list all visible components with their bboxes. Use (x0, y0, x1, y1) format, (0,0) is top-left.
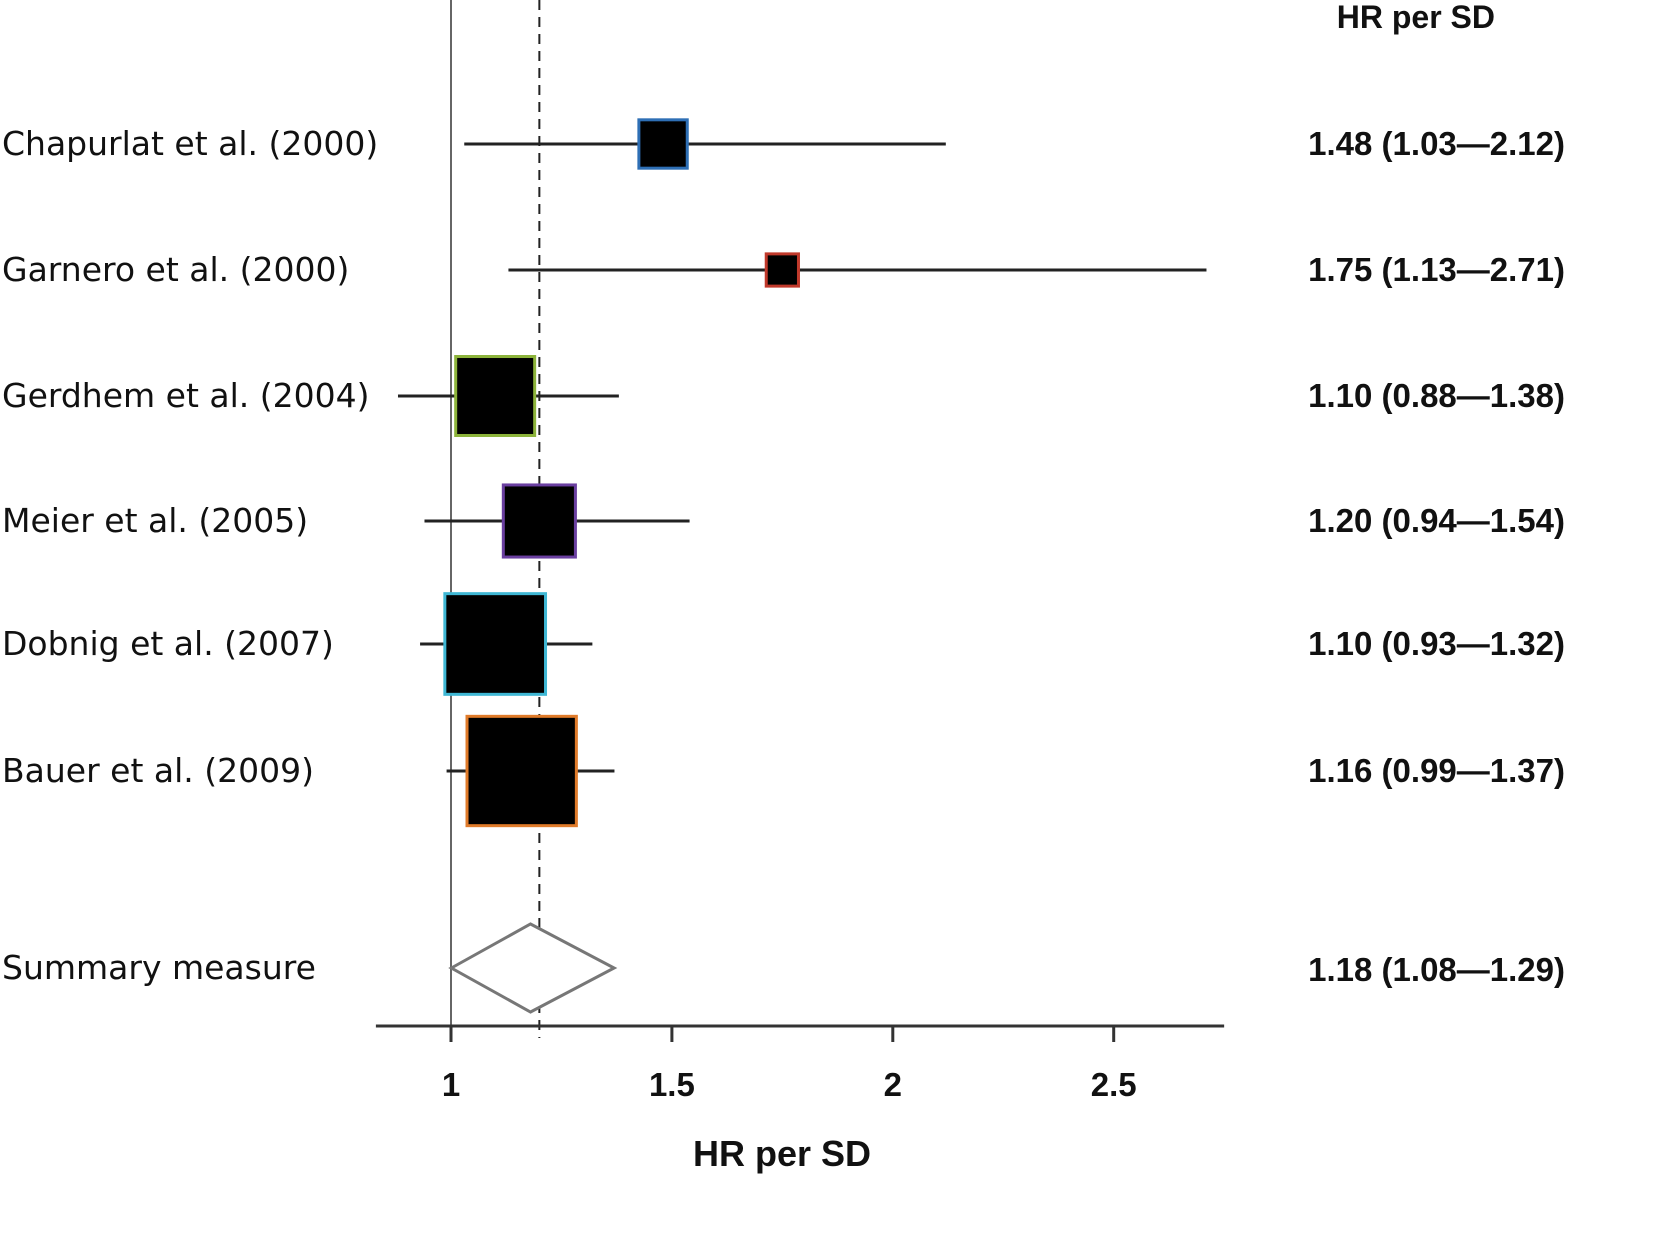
study-rows: Chapurlat et al. (2000) 1.48 (1.03—2.12) G… (2, 118, 1565, 828)
study-label: Dobnig et al. (2007) (2, 624, 334, 663)
summary-label: Summary measure (2, 948, 316, 987)
effect-value-label: 1.10 (0.93—1.32) (1308, 625, 1565, 662)
study-label: Garnero et al. (2000) (2, 250, 349, 289)
point-estimate-box (764, 252, 800, 288)
study-row: Gerdhem et al. (2004) 1.10 (0.88—1.38) (2, 355, 1565, 437)
point-estimate-box (465, 714, 578, 828)
summary-value-label: 1.18 (1.08—1.29) (1308, 951, 1565, 988)
summary-diamond (448, 922, 618, 1014)
study-label: Gerdhem et al. (2004) (2, 376, 370, 415)
effect-value-label: 1.48 (1.03—2.12) (1308, 125, 1565, 162)
effect-value-label: 1.16 (0.99—1.37) (1308, 752, 1565, 789)
study-label: Meier et al. (2005) (2, 501, 308, 540)
point-estimate-box (501, 483, 577, 559)
study-row: Garnero et al. (2000) 1.75 (1.13—2.71) (2, 250, 1565, 289)
study-row: Meier et al. (2005) 1.20 (0.94—1.54) (2, 483, 1565, 559)
effect-value-label: 1.75 (1.13—2.71) (1308, 251, 1565, 288)
x-axis: 1 1.5 2 2.5 (375, 1024, 1225, 1103)
study-row: Dobnig et al. (2007) 1.10 (0.93—1.32) (2, 592, 1565, 696)
study-label: Chapurlat et al. (2000) (2, 124, 378, 163)
x-tick-label: 1.5 (649, 1066, 695, 1103)
effect-value-label: 1.20 (0.94—1.54) (1308, 502, 1565, 539)
x-tick-label: 1 (442, 1066, 460, 1103)
point-estimate-box (637, 118, 689, 170)
x-axis-title: HR per SD (693, 1133, 871, 1174)
column-header: HR per SD (1337, 0, 1495, 35)
point-estimate-box (454, 355, 537, 437)
point-estimate-box (443, 592, 548, 696)
x-tick-label: 2.5 (1091, 1066, 1137, 1103)
study-row: Bauer et al. (2009) 1.16 (0.99—1.37) (2, 714, 1565, 828)
study-row: Chapurlat et al. (2000) 1.48 (1.03—2.12) (2, 118, 1565, 170)
effect-value-label: 1.10 (0.88—1.38) (1308, 377, 1565, 414)
study-label: Bauer et al. (2009) (2, 751, 314, 790)
x-tick-label: 2 (884, 1066, 902, 1103)
summary-row: Summary measure 1.18 (1.08—1.29) (2, 922, 1565, 1014)
